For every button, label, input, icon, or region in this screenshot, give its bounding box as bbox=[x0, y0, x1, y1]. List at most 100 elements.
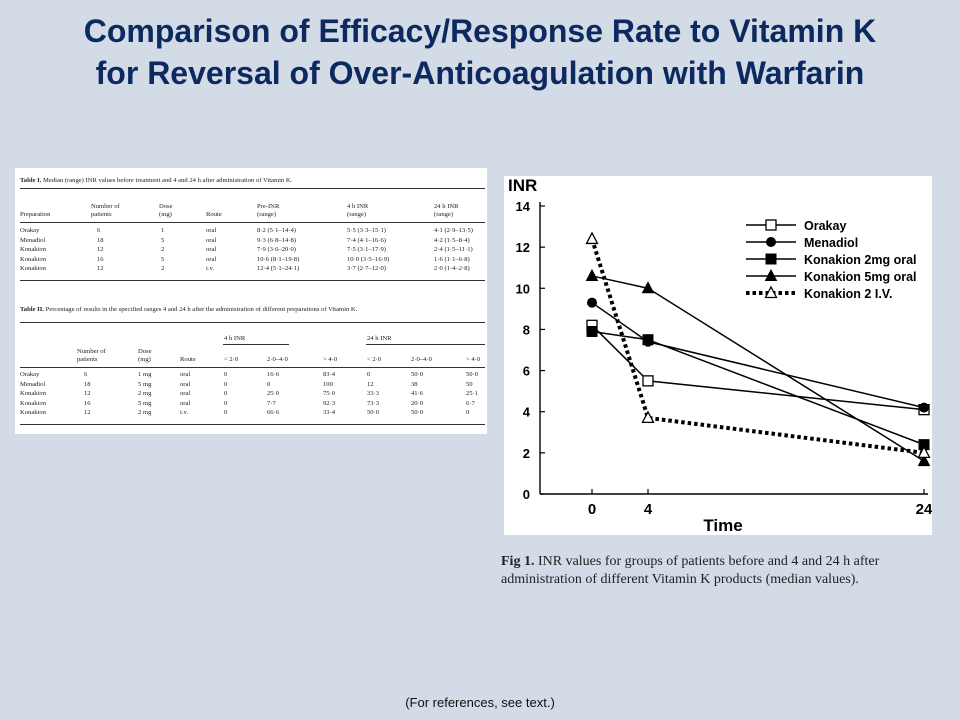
data-point bbox=[917, 445, 931, 459]
table2-cell: 16 bbox=[84, 399, 91, 407]
y-tick-label: 10 bbox=[516, 281, 530, 296]
table2-cell: 0 bbox=[224, 399, 228, 407]
x-tick-label: 4 bbox=[644, 501, 653, 518]
y-tick-label: 2 bbox=[523, 446, 530, 461]
references-footnote: (For references, see text.) bbox=[405, 695, 555, 710]
table2-group-header: 4 h INR bbox=[224, 335, 246, 342]
table1-label: Table I. bbox=[20, 177, 42, 184]
table2-cell: 83·4 bbox=[323, 371, 336, 378]
legend-marker bbox=[764, 268, 778, 281]
table2-caption: Table II. Percentage of results in the s… bbox=[20, 306, 357, 313]
table1-rule-top bbox=[20, 188, 485, 189]
table2-cell: 5 mg bbox=[138, 399, 152, 407]
table1-header-cell: (range) bbox=[257, 211, 277, 218]
series-5 bbox=[585, 231, 931, 459]
slide-title-line-2: for Reversal of Over-Anticoagulation wit… bbox=[95, 55, 865, 91]
table2-cell: Konakion bbox=[20, 390, 47, 397]
table2-cell: 18 bbox=[84, 380, 91, 388]
table1-rule-bottom bbox=[20, 280, 485, 281]
table2-cell: 92·3 bbox=[323, 399, 336, 407]
table2-cell: 12 bbox=[367, 380, 374, 388]
table2-cell: 16·6 bbox=[267, 371, 280, 378]
table1-cell: oral bbox=[206, 246, 217, 253]
table1-cell: 5 bbox=[161, 236, 165, 244]
chart-legend: Orakay Menadiol Konakion 2mg oral Konakion … bbox=[746, 219, 917, 301]
table2-cell: 2 mg bbox=[138, 390, 152, 397]
data-point bbox=[585, 268, 599, 281]
y-tick-label: 14 bbox=[516, 199, 531, 214]
legend-label: Konakion 2 I.V. bbox=[804, 287, 892, 301]
table1-cell: 10·6 (8·1–19·8) bbox=[257, 255, 300, 263]
inr-chart: INR Time 0 2 4 6 8 10 12 14 0 4 24 Orakay Menadiol Kona… bbox=[504, 176, 932, 535]
table1-cell: oral bbox=[206, 236, 217, 244]
table1-cell: 7·4 (4·1–16·6) bbox=[347, 236, 387, 244]
table2-header-cell: Dose bbox=[138, 348, 152, 355]
table1-header-cell: (range) bbox=[347, 211, 367, 218]
table2-rule-top bbox=[20, 322, 485, 323]
y-tick-label: 0 bbox=[523, 487, 530, 502]
table1-cell: 18 bbox=[97, 236, 104, 244]
data-point bbox=[585, 231, 599, 245]
legend-marker bbox=[765, 253, 777, 265]
y-tick-label: 8 bbox=[523, 322, 530, 337]
table2-cell: 73·3 bbox=[367, 399, 380, 407]
table2-cell: 0 bbox=[224, 390, 228, 397]
series-line bbox=[590, 238, 925, 455]
table2-cell: 7·7 bbox=[267, 399, 276, 407]
y-tick-label: 12 bbox=[516, 240, 530, 255]
table2-cell: Konakion bbox=[20, 399, 47, 407]
y-tick-label: 6 bbox=[523, 364, 530, 379]
table2-header-cell: 2·0–4·0 bbox=[411, 356, 432, 363]
data-point bbox=[642, 375, 654, 387]
table2-cell: 12 bbox=[84, 409, 91, 416]
table2-cell: 6 bbox=[84, 371, 88, 378]
table1-cell: 1·6 (1·1–6·8) bbox=[434, 255, 470, 263]
table1-cell: 9·3 (6·8–14·8) bbox=[257, 236, 297, 244]
table2-header-cell: Number of bbox=[77, 348, 106, 355]
table2-cell: 20·0 bbox=[411, 399, 424, 407]
table1-cell: Orakay bbox=[20, 227, 40, 234]
table2-rule-24h bbox=[366, 344, 485, 345]
legend-label: Konakion 2mg oral bbox=[804, 253, 917, 267]
table2-cell: 50·0 bbox=[411, 371, 424, 378]
data-point bbox=[641, 281, 655, 294]
table2-cell: 33·3 bbox=[367, 390, 380, 397]
table2-group-header: 24 h INR bbox=[367, 335, 392, 342]
table1-cell: 4·2 (1·5–8·4) bbox=[434, 236, 470, 244]
x-axis-label: Time bbox=[703, 516, 742, 535]
table2-header-cell: patients bbox=[77, 356, 98, 363]
series-line bbox=[591, 330, 925, 446]
table1-header-cell: Route bbox=[206, 211, 222, 218]
table1-cell: 8·2 (5·1–14·4) bbox=[257, 227, 297, 234]
table2-cell: Orakay bbox=[20, 371, 40, 378]
table2-cell: 0 bbox=[466, 409, 470, 416]
legend-marker bbox=[765, 219, 777, 231]
table1-cell: 12 bbox=[97, 246, 104, 253]
table1-cell: 5·5 (3·3–15·1) bbox=[347, 227, 387, 234]
table2-cell: 0 bbox=[267, 380, 271, 388]
table1-cell: i.v. bbox=[206, 265, 214, 272]
table1-cell: 6 bbox=[97, 227, 101, 234]
figure-caption-label: Fig 1. bbox=[501, 554, 535, 569]
table1-cell: 2 bbox=[161, 265, 165, 272]
table1-header-cell: Dose bbox=[159, 203, 173, 210]
legend-label: Orakay bbox=[804, 219, 846, 233]
table1-cell: Konakion bbox=[20, 265, 47, 272]
table2-rule-4h bbox=[223, 344, 289, 345]
table1-caption-text: Median (range) INR values before treatme… bbox=[43, 177, 293, 184]
tables-image: Table I. Median (range) INR values befor… bbox=[15, 168, 487, 434]
table1-cell: Konakion bbox=[20, 255, 47, 263]
figure-caption-text: INR values for groups of patients before… bbox=[501, 554, 880, 587]
table1-cell: 2 bbox=[161, 246, 165, 253]
data-point bbox=[586, 325, 598, 337]
table1-cell: 4·1 (2·9–13·5) bbox=[434, 227, 474, 234]
data-point bbox=[641, 410, 655, 424]
table1-cell: Konakion bbox=[20, 246, 47, 253]
table2-cell: 0 bbox=[224, 380, 228, 388]
table1-header-cell: (range) bbox=[434, 211, 454, 218]
series-4 bbox=[585, 268, 931, 467]
table1-cell: oral bbox=[206, 227, 217, 234]
table2-cell: 38 bbox=[411, 380, 418, 388]
table2-cell: 41·6 bbox=[411, 390, 424, 397]
table1-cell: 12 bbox=[97, 265, 104, 272]
